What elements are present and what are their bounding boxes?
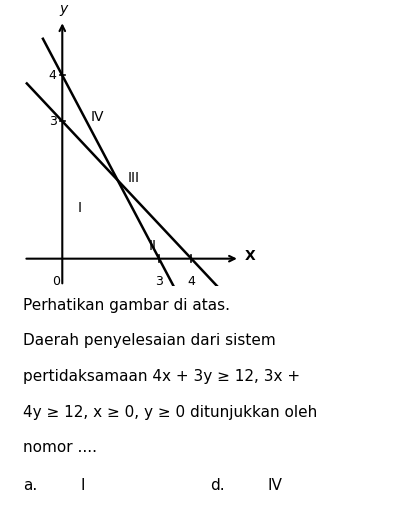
Text: I: I: [81, 478, 85, 493]
Text: I: I: [78, 201, 82, 215]
Text: 0: 0: [53, 275, 61, 288]
Text: d.: d.: [210, 478, 225, 493]
Text: 4y ≥ 12, x ≥ 0, y ≥ 0 ditunjukkan oleh: 4y ≥ 12, x ≥ 0, y ≥ 0 ditunjukkan oleh: [23, 405, 318, 420]
Text: III: III: [127, 172, 139, 185]
Text: 4: 4: [187, 275, 195, 288]
Text: 4: 4: [49, 69, 57, 82]
Text: nomor ....: nomor ....: [23, 440, 97, 455]
Text: a.: a.: [23, 478, 37, 493]
Text: II: II: [149, 239, 157, 253]
Text: IV: IV: [267, 478, 282, 493]
Text: y: y: [60, 2, 68, 16]
Text: Perhatikan gambar di atas.: Perhatikan gambar di atas.: [23, 298, 230, 313]
Text: Daerah penyelesaian dari sistem: Daerah penyelesaian dari sistem: [23, 334, 276, 349]
Text: X: X: [244, 249, 255, 263]
Text: pertidaksamaan 4x + 3y ≥ 12, 3x +: pertidaksamaan 4x + 3y ≥ 12, 3x +: [23, 369, 300, 384]
Text: IV: IV: [91, 110, 105, 124]
Text: 3: 3: [49, 115, 57, 128]
Text: 3: 3: [155, 275, 163, 288]
